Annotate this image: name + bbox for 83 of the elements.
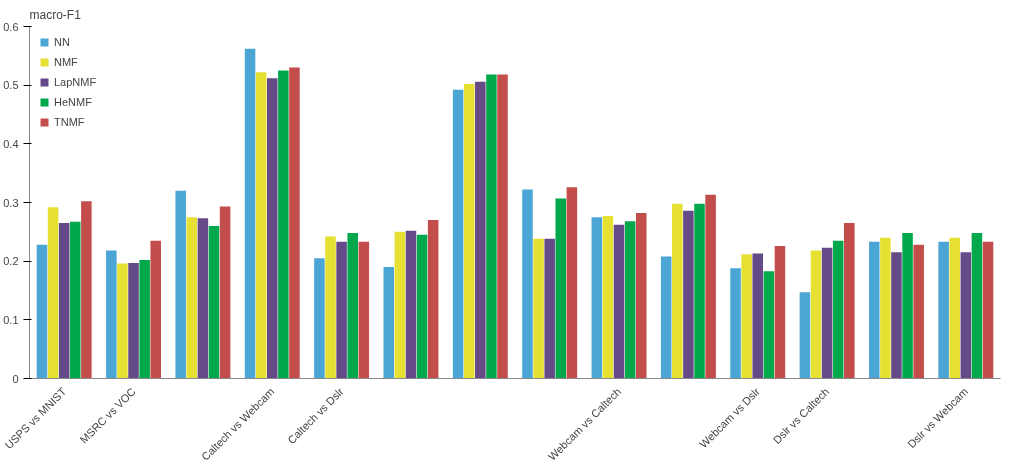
bar: [175, 190, 186, 379]
bar: [358, 241, 370, 379]
bar: [624, 221, 636, 379]
bar: [266, 78, 278, 379]
bar: [694, 203, 705, 379]
bar: [591, 217, 603, 379]
bar: [486, 74, 497, 379]
bar: [336, 241, 347, 379]
bar: [208, 225, 220, 379]
bar: [244, 48, 256, 379]
bar: [730, 268, 741, 379]
bar: [427, 220, 439, 379]
bar: [799, 292, 811, 379]
bar: [810, 250, 822, 379]
bar: [278, 70, 289, 379]
bar: [533, 238, 544, 379]
bar: [891, 252, 902, 379]
bar: [289, 67, 300, 379]
bar: [47, 207, 59, 379]
bar: [383, 267, 395, 379]
bar: [128, 262, 139, 379]
bar: [683, 210, 694, 379]
bar: [405, 230, 417, 379]
legend-label: NN: [54, 36, 71, 48]
y-tick-label: 0.2: [3, 255, 19, 268]
bar: [566, 187, 578, 379]
bar: [982, 241, 994, 379]
bar: [880, 237, 891, 379]
bar: [902, 233, 913, 379]
bar: [463, 83, 475, 379]
bar: [844, 223, 855, 379]
bar: [602, 215, 614, 379]
bar: [150, 240, 161, 379]
bar: [219, 206, 231, 379]
bar: [475, 81, 486, 379]
bar: [971, 233, 983, 379]
bar: [869, 241, 880, 379]
bar: [255, 72, 267, 379]
bar: [117, 263, 128, 379]
bar: [522, 189, 533, 379]
bar: [635, 213, 647, 379]
bar: [938, 241, 949, 379]
legend-label: NMF: [54, 56, 78, 68]
bar: [960, 252, 972, 379]
bar: [186, 217, 198, 379]
y-tick-label: 0: [12, 372, 19, 385]
bar: [197, 218, 209, 379]
y-tick-label: 0.1: [3, 313, 19, 326]
bar: [705, 194, 716, 379]
bar: [81, 201, 92, 379]
bar: [347, 233, 358, 379]
bar: [416, 234, 428, 379]
y-tick-label: 0.3: [3, 196, 19, 209]
bar: [106, 250, 117, 379]
legend-label: HeNMF: [54, 96, 92, 108]
y-tick-label: 0.4: [3, 137, 19, 150]
bar: [497, 74, 508, 379]
bar: [832, 240, 844, 379]
bar: [763, 271, 775, 379]
bar: [325, 236, 336, 379]
legend-label: LapNMF: [54, 76, 97, 88]
y-tick-label: 0.6: [3, 20, 19, 33]
bar: [544, 238, 555, 379]
bar: [613, 224, 625, 379]
bar: [913, 244, 924, 379]
bar: [314, 258, 325, 379]
bar: [452, 89, 464, 379]
bar: [36, 244, 48, 379]
y-axis-title: macro-F1: [29, 7, 82, 22]
bar: [394, 231, 406, 379]
bar: [949, 237, 960, 379]
bar: [752, 253, 764, 379]
bar: [672, 203, 683, 379]
bar: [821, 247, 833, 379]
bar: [741, 254, 752, 379]
bar: [139, 259, 150, 379]
bar: [70, 221, 81, 379]
bar: [660, 256, 672, 379]
bar: [555, 198, 567, 379]
legend-label: TNMF: [54, 116, 85, 128]
bar: [774, 245, 786, 379]
bar: [58, 223, 70, 379]
y-tick-label: 0.5: [3, 79, 19, 92]
